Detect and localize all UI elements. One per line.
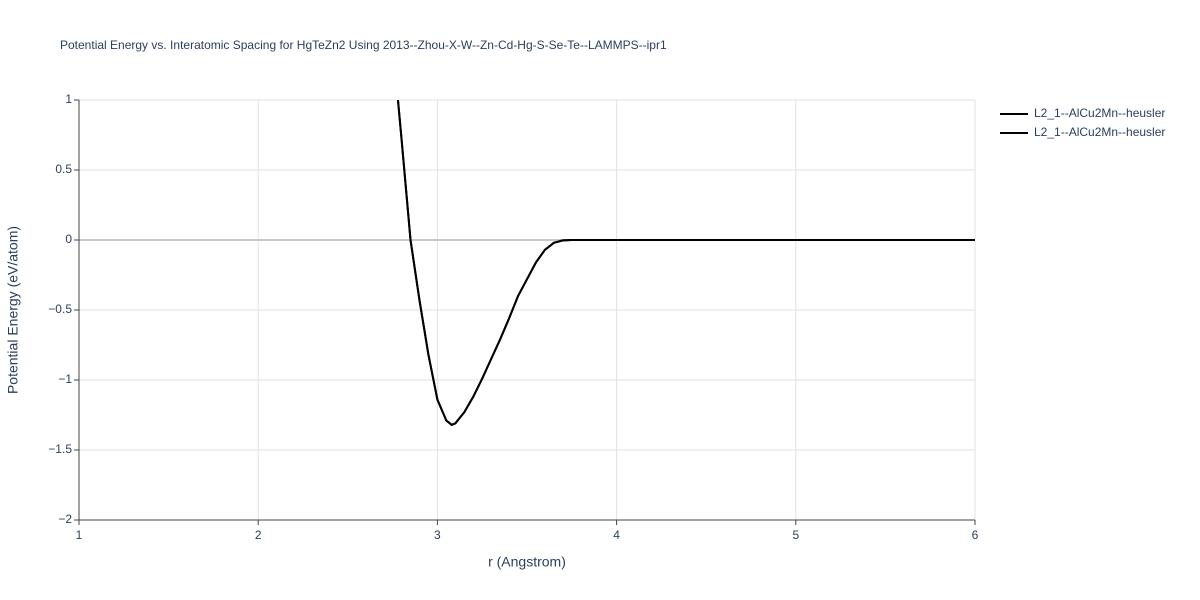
y-tick-label: 0.5 (55, 162, 72, 176)
y-tick-label: −2 (58, 512, 72, 526)
y-tick-label: 1 (65, 92, 72, 106)
x-tick-label: 1 (76, 528, 83, 542)
x-axis-title: r (Angstrom) (488, 554, 566, 570)
legend-label: L2_1--AlCu2Mn--heusler (1034, 125, 1165, 139)
x-tick-label: 2 (255, 528, 262, 542)
legend-label: L2_1--AlCu2Mn--heusler (1034, 106, 1165, 120)
y-tick-label: −1 (58, 372, 72, 386)
y-tick-label: −0.5 (48, 302, 72, 316)
x-tick-label: 3 (434, 528, 441, 542)
x-tick-label: 5 (792, 528, 799, 542)
y-tick-label: −1.5 (48, 442, 72, 456)
y-axis-title: Potential Energy (eV/atom) (5, 226, 21, 394)
data-line (396, 100, 975, 426)
x-tick-label: 4 (613, 528, 620, 542)
y-tick-label: 0 (65, 232, 72, 246)
chart-title: Potential Energy vs. Interatomic Spacing… (60, 38, 667, 52)
data-line (396, 100, 975, 426)
x-tick-label: 6 (972, 528, 979, 542)
